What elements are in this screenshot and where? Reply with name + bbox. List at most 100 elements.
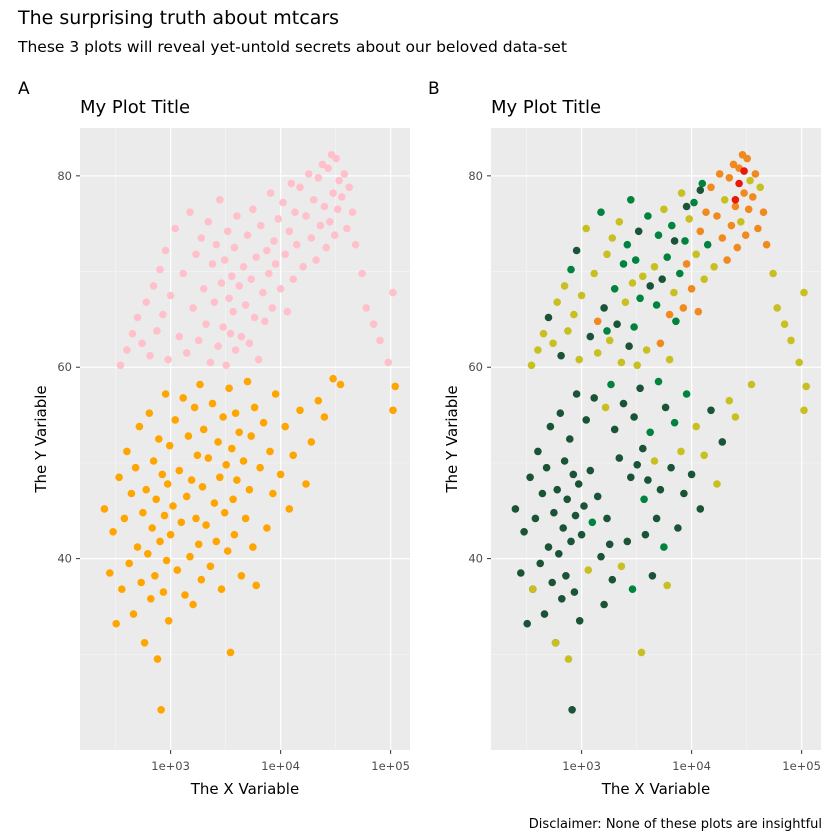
panel-a-point (237, 572, 246, 580)
panel-a-point (145, 409, 154, 418)
panel-a-point (199, 285, 208, 293)
panel-a-point (314, 174, 323, 182)
panel-b-point (668, 221, 676, 230)
panel-b-point (740, 189, 748, 197)
panel-b-point (679, 304, 688, 312)
panel-a-point (266, 189, 275, 197)
panel-a-point (307, 438, 316, 446)
panel-a-point (149, 282, 158, 290)
panel-a-point (182, 492, 191, 501)
panel-b-point (648, 572, 657, 580)
figure-title: The surprising truth about mtcars (17, 7, 339, 29)
panel-a-point (292, 240, 301, 249)
panel-b-point (746, 176, 754, 185)
panel-b-point (623, 240, 632, 249)
panel-b-point (700, 275, 708, 284)
panel-b-point (654, 231, 663, 239)
panel-a-point (171, 224, 179, 233)
panel-a-point (358, 269, 366, 278)
panel-a-point (237, 332, 246, 341)
panel-b-point (637, 648, 646, 657)
panel-a-point (118, 585, 126, 593)
panel-a-point (230, 243, 239, 252)
panel-a-point (302, 212, 310, 220)
panel-b-point (627, 473, 635, 482)
panel-a-point (133, 313, 142, 322)
panel-a-point (241, 514, 250, 523)
panel-a-point (228, 444, 236, 453)
panel-a-point (231, 409, 240, 418)
panel-a-point (220, 508, 229, 517)
panel-b-point (582, 224, 590, 233)
panel-b-point (628, 279, 637, 287)
panel-b-point (642, 346, 651, 354)
panel-b-point (625, 342, 633, 351)
panel-a-point (204, 218, 213, 226)
panel-b-point (652, 301, 661, 309)
panel-b-point (571, 511, 580, 520)
panel-b-point (773, 304, 781, 312)
panel-a-point (338, 193, 346, 201)
panel-a-point (343, 224, 351, 233)
panel-a-point (266, 447, 274, 456)
panel-b-point (639, 444, 647, 453)
panel-a-point (222, 361, 230, 370)
panel-a-point (285, 227, 294, 236)
panel-b-point (690, 198, 698, 207)
panel-b-point (531, 514, 540, 523)
panel-a-x-axis-label: The X Variable (190, 780, 299, 798)
panel-a-point (182, 349, 191, 357)
panel-a-point (175, 466, 184, 475)
panel-a-point (252, 581, 260, 590)
panel-b-point (676, 269, 684, 278)
panel-b-point (754, 224, 762, 233)
panel-b-point (640, 495, 648, 504)
panel-b-point (617, 358, 626, 367)
panel-b-point (654, 377, 663, 386)
panel-a-point (210, 499, 219, 507)
panel-a-point (231, 346, 240, 354)
panel-b-point (733, 243, 742, 252)
panel-a-point (281, 422, 290, 431)
panel-a-point (197, 234, 206, 242)
panel-a-point (135, 422, 144, 431)
panel-b-point (590, 269, 598, 278)
panel-a-point (257, 221, 265, 230)
panel-b-point (586, 466, 595, 475)
panel-a-point (179, 269, 187, 278)
panel-b-point (663, 581, 671, 590)
panel-b-point (586, 332, 595, 341)
panel-b-point (544, 543, 553, 551)
panel-a-point (223, 227, 232, 236)
panel-b-point (682, 260, 691, 268)
panel-b-point (641, 530, 650, 539)
panel-b-point (553, 298, 561, 307)
panel-b-point (639, 272, 647, 281)
panel-b-point (702, 208, 710, 216)
panel-b-point (762, 240, 771, 249)
panel-a-point (139, 508, 147, 517)
panel-b-point (700, 451, 708, 460)
panel-b-point (710, 263, 718, 271)
panel-a-point (291, 208, 299, 216)
panel-b-point (723, 256, 731, 264)
panel-b-point (633, 461, 641, 469)
panel-a-point (217, 279, 226, 287)
panel-b-point (759, 208, 768, 216)
panel-a-tag: A (18, 79, 30, 99)
panel-a-point (376, 336, 384, 345)
panel-b-point (569, 470, 578, 479)
panel-a-point (120, 514, 129, 523)
panel-a-point (389, 288, 397, 297)
panel-b-point (672, 317, 680, 326)
panel-b-point (682, 390, 691, 398)
panel-b-point (563, 495, 571, 504)
panel-b-point (677, 447, 685, 456)
panel-b-y-tick-label: 80 (468, 169, 483, 183)
panel-b-point (555, 550, 563, 558)
panel-b-point (613, 320, 621, 329)
panel-a-point (128, 329, 137, 338)
panel-b-point (615, 454, 624, 462)
panel-a-point (296, 406, 304, 415)
panel-a-point (189, 304, 197, 312)
